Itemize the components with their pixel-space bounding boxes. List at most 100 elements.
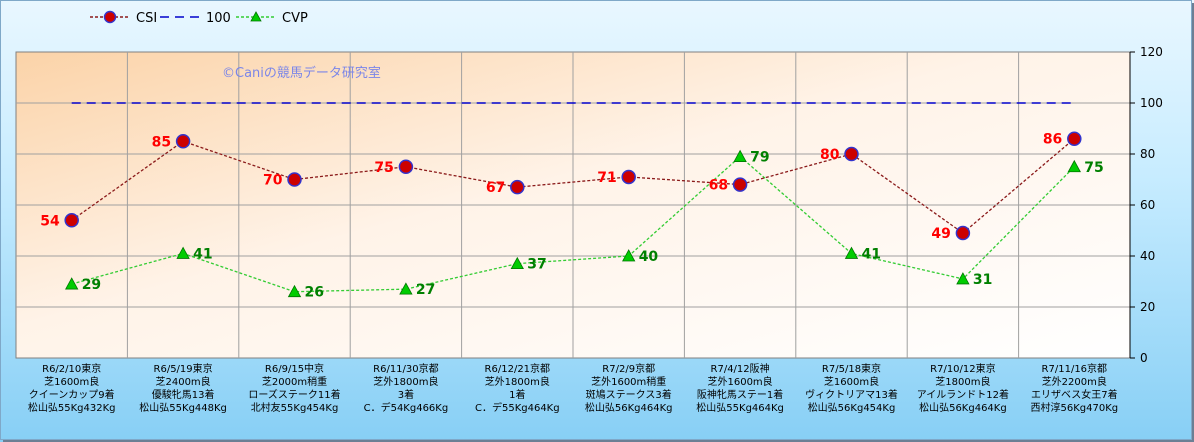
x-category-label-line: R7/5/18東京 <box>822 362 881 375</box>
x-category-label-line: R7/4/12阪神 <box>711 362 770 375</box>
csi-point <box>175 134 191 149</box>
x-category-label-line: 松山弘55Kg464Kg <box>696 401 784 414</box>
csi-point <box>955 225 971 241</box>
x-category-label-line: エリザベス女王7着 <box>1031 388 1118 401</box>
x-category-label-line: 松山弘56Kg464Kg <box>919 401 1007 414</box>
x-category-label-line: 3着 <box>398 388 414 401</box>
x-category-label: R6/12/21京都芝外1800m良 1着 C．デ55Kg464Kg <box>475 362 560 414</box>
cvp-data-label: 40 <box>639 249 659 265</box>
x-category-label-line: 西村淳56Kg470Kg <box>1030 401 1118 414</box>
csi-point <box>621 169 636 185</box>
cvp-legend-label: CVP <box>282 11 308 26</box>
x-category-label: R6/5/19東京芝2400m良優駿牝馬13着松山弘55Kg448Kg <box>139 362 227 414</box>
x-category-label-line: R6/2/10東京 <box>42 362 101 375</box>
csi-data-label: 67 <box>486 180 505 196</box>
x-category-label-line: 松山弘56Kg464Kg <box>585 401 673 414</box>
cvp-data-label: 41 <box>862 246 881 262</box>
cvp-point <box>65 277 79 290</box>
cvp-point <box>287 284 302 298</box>
cvp-point <box>956 272 970 285</box>
x-category-label-line: 阪神牝馬ステー1着 <box>697 388 783 401</box>
cvp-data-label: 37 <box>527 257 546 273</box>
csi-legend-label: CSI <box>136 11 157 26</box>
y-tick-label: 100 <box>1140 96 1163 110</box>
csi-data-label: 86 <box>1043 132 1062 148</box>
x-category-label-line: 優駿牝馬13着 <box>152 388 215 401</box>
x-category-label-line: 北村友55Kg454Kg <box>251 401 339 414</box>
x-category-label-line: C．デ55Kg464Kg <box>475 401 560 414</box>
x-category-label-line: 芝1600m良 <box>44 375 99 388</box>
x-category-label-line: 芝2400m良 <box>155 375 210 388</box>
x-category-label-line: 芝1600m良 <box>824 375 879 388</box>
csi-data-label: 70 <box>263 173 283 189</box>
cvp-point <box>510 256 524 270</box>
csi-data-label: 68 <box>709 178 728 194</box>
x-category-label-line: C．デ54Kg466Kg <box>364 401 449 414</box>
x-category-label-line: 松山弘56Kg454Kg <box>808 401 896 414</box>
x-category-label: R7/5/18東京芝1600m良ヴィクトリアマ13着松山弘56Kg454Kg <box>805 362 898 414</box>
cvp-point <box>844 246 859 259</box>
y-tick-label: 80 <box>1140 147 1155 161</box>
csi-point <box>1067 131 1082 146</box>
x-category-label: R6/2/10東京芝1600m良クイーンカップ9着松山弘55Kg432Kg <box>28 362 116 414</box>
cvp-point <box>622 249 636 262</box>
x-category-label-line: R7/2/9京都 <box>602 362 655 375</box>
x-category-label-line: 斑鳩ステークス3着 <box>586 388 672 401</box>
x-category-label: R7/2/9京都芝外1600m稍重斑鳩ステークス3着松山弘56Kg464Kg <box>585 362 673 414</box>
x-category-label-line: 芝外1800m良 <box>485 375 550 388</box>
x-category-label-line: 芝外1600m稍重 <box>591 375 666 388</box>
csi-data-label: 80 <box>820 147 840 163</box>
x-category-label-line: 松山弘55Kg432Kg <box>28 401 116 414</box>
x-category-label-line: R6/12/21京都 <box>485 362 551 375</box>
x-category-label-line: R6/9/15中京 <box>265 362 324 375</box>
x-category-label: R6/11/30京都芝外1800m良 3着 C．デ54Kg466Kg <box>364 362 449 414</box>
cvp-point <box>733 149 747 162</box>
ref100-legend-label: 100 <box>206 11 231 26</box>
x-category-label-line: R6/11/30京都 <box>373 362 439 375</box>
cvp-data-label: 26 <box>305 285 324 301</box>
x-category-label-line: アイルランドト12着 <box>917 388 1009 401</box>
cvp-data-label: 29 <box>82 277 101 293</box>
x-category-label: R7/10/12東京芝1800m良アイルランドト12着松山弘56Kg464Kg <box>917 362 1009 414</box>
csi-data-label: 75 <box>374 160 393 176</box>
x-category-label: R7/4/12阪神芝外1600m良阪神牝馬ステー1着松山弘55Kg464Kg <box>696 362 784 414</box>
csi-data-label: 71 <box>597 170 616 186</box>
csi-data-label: 54 <box>40 213 60 229</box>
y-tick-label: 120 <box>1140 45 1163 59</box>
y-tick-label: 0 <box>1140 351 1148 365</box>
watermark-text: ©Caniの競馬データ研究室 <box>222 65 381 81</box>
csi-data-label: 85 <box>152 134 171 150</box>
cvp-point <box>176 246 190 259</box>
y-tick-label: 40 <box>1140 249 1155 263</box>
csi-legend-marker <box>103 10 117 24</box>
csi-point <box>64 213 79 228</box>
csi-point <box>287 172 302 187</box>
cvp-point <box>1067 159 1081 173</box>
x-category-label-line: クイーンカップ9着 <box>29 388 115 401</box>
csi-point <box>398 159 414 174</box>
csi-point <box>510 179 525 195</box>
x-category-label-line: 芝外1800m良 <box>373 375 438 388</box>
x-category-label-line: R6/5/19東京 <box>154 362 213 375</box>
cvp-data-label: 27 <box>416 282 435 298</box>
cvp-data-label: 75 <box>1084 160 1103 176</box>
x-category-label-line: 芝2000m稍重 <box>262 375 327 388</box>
cvp-legend-marker <box>250 11 262 22</box>
y-tick-label: 20 <box>1140 300 1155 314</box>
x-category-label-line: R7/11/16京都 <box>1042 362 1108 375</box>
x-category-label-line: ヴィクトリアマ13着 <box>805 388 898 401</box>
cvp-data-label: 79 <box>750 150 769 166</box>
csi-point <box>732 177 748 192</box>
legend: CSI 100 CVP <box>90 10 308 26</box>
x-category-label-line: 芝外2200m良 <box>1042 375 1107 388</box>
x-category-label: R6/9/15中京芝2000m稍重ローズステーク11着北村友55Kg454Kg <box>248 362 340 414</box>
series-line-csi <box>71 138 1075 234</box>
x-category-label-line: 松山弘55Kg448Kg <box>139 401 227 414</box>
x-category-label-line: R7/10/12東京 <box>930 362 996 375</box>
x-category-label-line: 芝1800m良 <box>935 375 990 388</box>
y-tick-label: 60 <box>1140 198 1155 212</box>
cvp-data-label: 31 <box>973 272 992 288</box>
csi-point <box>844 146 859 162</box>
